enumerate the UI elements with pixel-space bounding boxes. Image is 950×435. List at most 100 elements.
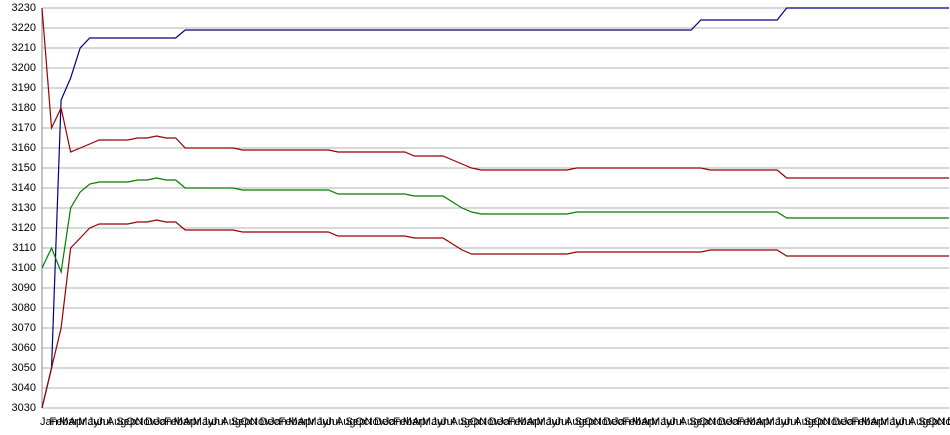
x-tick-label: Feb [50, 416, 69, 428]
y-tick-label: 3110 [12, 242, 36, 254]
x-tick-label: Feb [508, 416, 527, 428]
x-tick-label: Apr [69, 416, 86, 428]
series-line [41, 177, 949, 275]
x-tick-label: Apr [641, 416, 658, 428]
x-tick-label: Sep [116, 416, 136, 428]
x-tick-label: Dec [489, 416, 509, 428]
x-tick-label: Jan [155, 416, 173, 428]
y-tick-label: 3030 [12, 402, 36, 414]
x-tick-label: Nov [594, 416, 614, 428]
x-tick-label: Sep [804, 416, 824, 428]
x-tick-label: Dec [145, 416, 165, 428]
x-tick-label: Jan [613, 416, 631, 428]
x-tick-label: Nov [135, 416, 155, 428]
x-tick-label: Aug [794, 416, 814, 428]
x-tick-label: Apr [527, 416, 544, 428]
x-tick-label: Dec [947, 416, 950, 428]
x-tick-label: Oct [813, 416, 830, 428]
x-tick-label: Dec [832, 416, 852, 428]
x-tick-label: Mar [174, 416, 193, 428]
x-tick-label: Mar [861, 416, 880, 428]
x-tick-label: Jun [202, 416, 220, 428]
x-tick-label: Aug [909, 416, 929, 428]
x-tick-label: Nov [250, 416, 270, 428]
x-tick-label: Dec [260, 416, 280, 428]
x-tick-label: Nov [708, 416, 728, 428]
x-tick-label: Sep [918, 416, 938, 428]
series-line [41, 7, 949, 409]
y-tick-label: 3200 [12, 62, 36, 74]
x-tick-label: Jun [890, 416, 908, 428]
x-tick-label: Jan [269, 416, 287, 428]
x-tick-label: May [422, 416, 443, 428]
y-tick-label: 3210 [12, 42, 36, 54]
x-tick-label: Feb [737, 416, 756, 428]
y-tick-label: 3100 [12, 262, 36, 274]
x-tick-label: Jan [384, 416, 402, 428]
x-tick-label: May [766, 416, 787, 428]
series-line [41, 219, 949, 409]
x-tick-label: Oct [240, 416, 257, 428]
x-tick-label: Sep [689, 416, 709, 428]
y-tick-label: 3190 [12, 82, 36, 94]
x-tick-label: Oct [699, 416, 716, 428]
x-tick-label: Dec [718, 416, 738, 428]
x-tick-label: Jun [431, 416, 449, 428]
y-tick-label: 3160 [12, 142, 36, 154]
x-tick-label: Nov [937, 416, 950, 428]
y-tick-label: 3180 [12, 102, 36, 114]
x-tick-label: Jun [775, 416, 793, 428]
x-tick-label: Jan [40, 416, 58, 428]
x-tick-label: Jul [785, 416, 799, 428]
x-tick-label: Apr [183, 416, 200, 428]
x-tick-label: Jan [498, 416, 516, 428]
y-tick-label: 3220 [12, 22, 36, 34]
x-tick-label: Jun [661, 416, 679, 428]
x-tick-label: Mar [403, 416, 422, 428]
x-tick-label: Apr [298, 416, 315, 428]
x-tick-label: Aug [565, 416, 585, 428]
series-line [41, 7, 949, 179]
y-tick-label: 3070 [12, 322, 36, 334]
x-tick-label: Aug [221, 416, 241, 428]
x-tick-label: Jul [97, 416, 111, 428]
x-tick-label: Oct [584, 416, 601, 428]
x-tick-label: Feb [279, 416, 298, 428]
x-tick-label: Aug [680, 416, 700, 428]
x-tick-label: Mar [632, 416, 651, 428]
x-tick-label: Jun [546, 416, 564, 428]
y-tick-label: 3170 [12, 122, 36, 134]
x-tick-label: Jul [441, 416, 455, 428]
x-tick-label: Apr [412, 416, 429, 428]
y-tick-label: 3120 [12, 222, 36, 234]
x-tick-label: Jul [556, 416, 570, 428]
x-tick-label: Dec [603, 416, 623, 428]
x-tick-label: Oct [126, 416, 143, 428]
y-tick-label: 3150 [12, 162, 36, 174]
x-tick-label: Aug [336, 416, 356, 428]
x-tick-label: Feb [164, 416, 183, 428]
x-tick-label: Apr [871, 416, 888, 428]
x-tick-label: Nov [365, 416, 385, 428]
x-tick-label: May [307, 416, 328, 428]
y-tick-label: 3230 [12, 2, 36, 14]
x-tick-label: Mar [517, 416, 536, 428]
x-tick-label: May [880, 416, 901, 428]
x-tick-label: Nov [479, 416, 499, 428]
x-tick-label: Jul [212, 416, 226, 428]
x-tick-label: Aug [451, 416, 471, 428]
x-tick-label: May [193, 416, 214, 428]
x-tick-label: Feb [622, 416, 641, 428]
x-tick-label: Oct [928, 416, 945, 428]
x-tick-label: Nov [823, 416, 843, 428]
x-tick-label: Jun [88, 416, 106, 428]
x-tick-label: Oct [470, 416, 487, 428]
x-tick-label: Jul [899, 416, 913, 428]
y-tick-label: 3040 [12, 382, 36, 394]
x-tick-label: Oct [355, 416, 372, 428]
x-tick-label: Jul [326, 416, 340, 428]
x-tick-label: Jun [317, 416, 335, 428]
x-tick-label: Feb [393, 416, 412, 428]
